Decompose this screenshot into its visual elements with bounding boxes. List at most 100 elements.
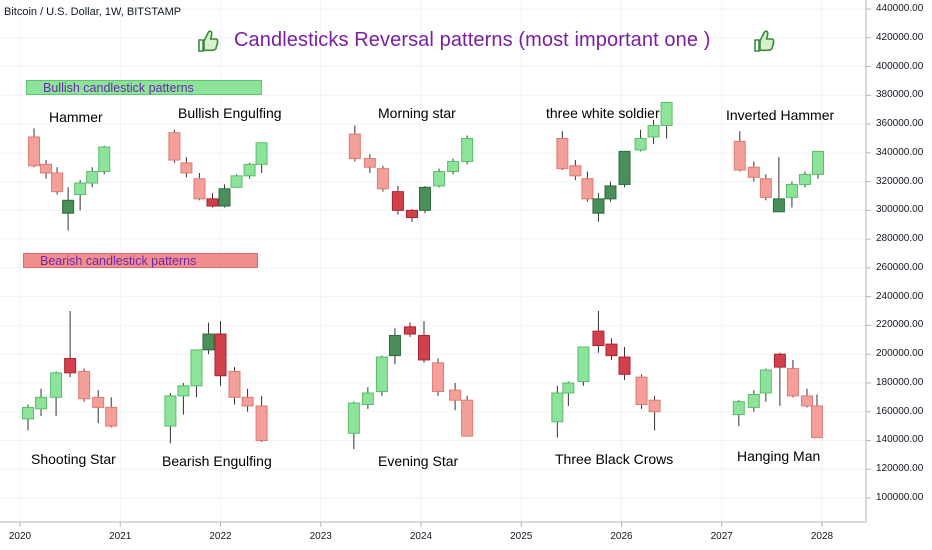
candle-body bbox=[785, 183, 798, 198]
candle-body bbox=[35, 396, 48, 410]
candle-body bbox=[180, 162, 193, 174]
candle-body bbox=[577, 346, 590, 383]
candle-body bbox=[747, 393, 760, 408]
candle-body bbox=[772, 198, 785, 213]
candle-body bbox=[228, 370, 241, 398]
candle-body bbox=[773, 353, 786, 368]
pattern-label-shooting-star: Shooting Star bbox=[31, 451, 116, 467]
candle-body bbox=[92, 396, 105, 408]
candle-body bbox=[604, 185, 617, 200]
chart-title: Candlesticks Reversal patterns (most imp… bbox=[234, 29, 711, 51]
candle-body bbox=[581, 178, 594, 200]
candle-body bbox=[98, 146, 111, 173]
grid bbox=[0, 0, 866, 522]
y-tick-label: 380000.00 bbox=[876, 89, 924, 101]
pattern-morning-star bbox=[348, 125, 474, 222]
candle-body bbox=[206, 198, 219, 207]
pattern-hanging-man bbox=[732, 352, 823, 439]
y-tick-label: 100000.00 bbox=[876, 492, 924, 503]
pattern-label-inverted-hammer: Inverted Hammer bbox=[726, 107, 835, 123]
candle-body bbox=[635, 376, 648, 406]
candle-body bbox=[405, 209, 418, 219]
candle-body bbox=[347, 402, 360, 434]
candle-body bbox=[592, 198, 605, 214]
pattern-three-black-crows bbox=[551, 311, 661, 438]
candle-body bbox=[432, 362, 445, 393]
y-tick-label: 240000.00 bbox=[876, 290, 924, 302]
candle-body bbox=[255, 405, 268, 441]
candle-body bbox=[447, 160, 460, 173]
candle-body bbox=[461, 399, 474, 437]
candle-body bbox=[348, 133, 361, 160]
x-tick-label: 2026 bbox=[610, 531, 633, 542]
y-tick-label: 140000.00 bbox=[876, 434, 924, 446]
pattern-bearish-engulfing bbox=[164, 321, 268, 444]
symbol-header: Bitcoin / U.S. Dollar, 1W, BITSTAMP bbox=[4, 6, 182, 18]
candle-body bbox=[40, 163, 53, 174]
candle-body bbox=[218, 188, 231, 207]
x-tick-label: 2020 bbox=[8, 531, 32, 542]
x-tick-label: 2021 bbox=[109, 531, 132, 542]
pattern-hammer bbox=[28, 128, 111, 231]
candle-body bbox=[562, 382, 575, 394]
y-tick-label: 320000.00 bbox=[876, 175, 924, 187]
pattern-label-three-white-soldier: three white soldier bbox=[546, 105, 660, 121]
pattern-label-bullish-engulfing: Bullish Engulfing bbox=[178, 105, 282, 121]
candle-body bbox=[177, 385, 190, 397]
y-tick-label: 160000.00 bbox=[876, 405, 924, 417]
candle-body bbox=[449, 389, 462, 401]
candle-body bbox=[28, 136, 41, 167]
candle-body bbox=[164, 395, 177, 427]
candle-body bbox=[732, 401, 745, 416]
candle-body bbox=[202, 333, 215, 351]
candle-body bbox=[556, 137, 569, 170]
candle-body bbox=[647, 124, 660, 138]
candle-body bbox=[22, 406, 35, 420]
candle-body bbox=[193, 178, 206, 200]
y-tick-label: 420000.00 bbox=[876, 31, 924, 43]
y-tick-label: 120000.00 bbox=[876, 463, 924, 475]
pattern-label-bearish-engulfing: Bearish Engulfing bbox=[162, 453, 272, 469]
candle-body bbox=[74, 182, 87, 196]
y-tick-label: 180000.00 bbox=[876, 376, 924, 388]
candle-body bbox=[361, 392, 374, 406]
candle-body bbox=[648, 399, 661, 413]
candle-body bbox=[759, 369, 772, 394]
pattern-evening-star bbox=[347, 321, 474, 450]
candle-body bbox=[86, 171, 99, 184]
candle-body bbox=[375, 356, 388, 393]
candle-body bbox=[461, 137, 474, 162]
candle-body bbox=[634, 137, 647, 151]
candle-body bbox=[62, 199, 75, 214]
candle-body bbox=[255, 142, 268, 165]
thumbs-up-icon bbox=[198, 30, 219, 52]
x-tick-label: 2023 bbox=[309, 531, 332, 542]
pattern-bullish-engulfing bbox=[168, 129, 268, 208]
y-tick-label: 340000.00 bbox=[876, 146, 924, 158]
pattern-inverted-hammer bbox=[733, 131, 824, 213]
x-tick-label: 2025 bbox=[510, 531, 533, 542]
candle-body bbox=[618, 150, 631, 185]
candle-body bbox=[811, 150, 824, 175]
candle-body bbox=[569, 165, 582, 177]
candle-body bbox=[376, 168, 389, 190]
candle-body bbox=[800, 395, 813, 407]
pattern-label-three-black-crows: Three Black Crows bbox=[555, 451, 674, 467]
candle-body bbox=[733, 140, 746, 171]
candle-body bbox=[214, 333, 227, 377]
candle-body bbox=[391, 191, 404, 211]
candle-body bbox=[105, 406, 118, 427]
y-tick-label: 280000.00 bbox=[876, 233, 924, 245]
x-tick-label: 2028 bbox=[810, 531, 834, 542]
candle-body bbox=[51, 172, 64, 193]
candle-body bbox=[403, 326, 416, 335]
pattern-label-morning-star: Morning star bbox=[378, 105, 456, 121]
pattern-shooting-star bbox=[22, 311, 118, 431]
candle-body bbox=[243, 163, 256, 177]
thumbs-up-icon bbox=[754, 30, 775, 52]
pattern-label-hanging-man: Hanging Man bbox=[737, 448, 821, 464]
candle-body bbox=[660, 101, 673, 126]
x-tick-label: 2022 bbox=[209, 531, 232, 542]
y-tick-label: 400000.00 bbox=[876, 60, 924, 72]
